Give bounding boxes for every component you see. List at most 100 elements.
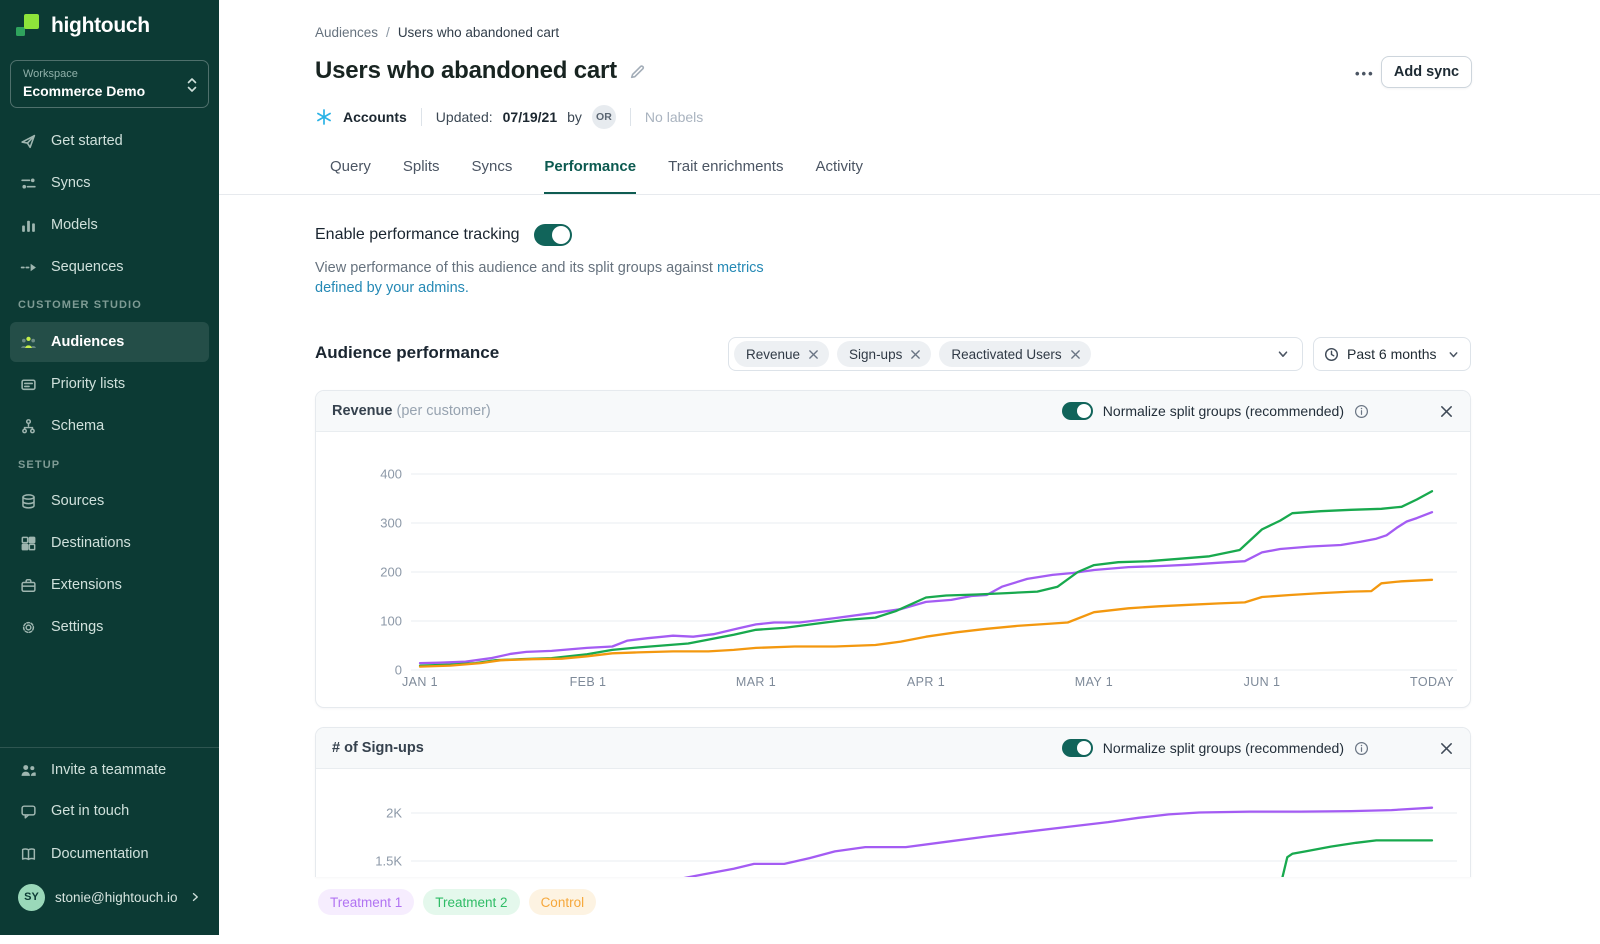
revenue-card-header: Revenue (per customer) Normalize split g… [316, 391, 1470, 432]
tab-syncs[interactable]: Syncs [471, 158, 513, 175]
info-icon[interactable] [1354, 404, 1369, 419]
normalize-toggle[interactable] [1061, 739, 1093, 757]
svg-text:400: 400 [380, 467, 402, 482]
sidebar-item-extensions[interactable]: Extensions [10, 567, 209, 603]
signups-line-chart[interactable]: 2K 1.5K [316, 769, 1470, 877]
sidebar-item-sources[interactable]: Sources [10, 483, 209, 519]
sidebar-item-label: Syncs [51, 175, 91, 191]
updown-caret-icon [187, 78, 197, 92]
svg-text:2K: 2K [386, 806, 402, 821]
metric-chip-reactivated-users[interactable]: Reactivated Users [939, 341, 1091, 367]
tab-trait-enrichments[interactable]: Trait enrichments [668, 158, 784, 175]
metric-multiselect[interactable]: Revenue Sign-ups Reactivated Users [728, 337, 1303, 371]
sidebar-item-destinations[interactable]: Destinations [10, 525, 209, 561]
svg-text:0: 0 [395, 663, 402, 678]
svg-text:MAY 1: MAY 1 [1075, 675, 1113, 689]
legend-pill-control[interactable]: Control [528, 889, 597, 915]
chevron-down-icon [1276, 347, 1290, 361]
rocket-icon [20, 133, 37, 150]
more-options-button[interactable]: ••• [1355, 66, 1375, 81]
breadcrumb-audiences[interactable]: Audiences [315, 25, 379, 40]
labels-placeholder[interactable]: No labels [644, 109, 704, 125]
sidebar-item-invite-teammate[interactable]: Invite a teammate [10, 752, 209, 788]
metric-chip-signups[interactable]: Sign-ups [837, 341, 932, 367]
svg-text:TODAY: TODAY [1410, 675, 1454, 689]
sidebar-item-label: Models [51, 217, 98, 233]
sidebar-item-documentation[interactable]: Documentation [10, 836, 209, 872]
clock-icon [1324, 347, 1339, 361]
sidebar-item-audiences[interactable]: Audiences [10, 322, 209, 362]
svg-text:100: 100 [380, 614, 402, 629]
book-icon [20, 846, 37, 863]
sidebar-item-label: Get started [51, 133, 123, 149]
legend-pill-treatment-1[interactable]: Treatment 1 [318, 889, 415, 915]
tab-splits[interactable]: Splits [402, 158, 440, 175]
sidebar-item-label: Settings [51, 619, 104, 635]
remove-chip-icon[interactable] [808, 349, 819, 360]
sidebar-item-label: Sources [51, 493, 105, 509]
main-content: Audiences / Users who abandoned cart Use… [219, 0, 1600, 944]
section-setup: SETUP [18, 459, 61, 471]
legend-pill-treatment-2[interactable]: Treatment 2 [423, 889, 520, 915]
breadcrumb-current: Users who abandoned cart [397, 25, 560, 40]
hightouch-logo-icon [16, 13, 42, 39]
sidebar-item-get-in-touch[interactable]: Get in touch [10, 793, 209, 829]
sidebar-item-settings[interactable]: Settings [10, 609, 209, 645]
time-range-value: Past 6 months [1347, 346, 1437, 362]
sidebar-item-label: Audiences [51, 334, 125, 350]
meta-row: Accounts Updated: 07/19/21 by OR No labe… [315, 105, 703, 129]
svg-text:200: 200 [380, 565, 402, 580]
workspace-value: Ecommerce Demo [23, 83, 146, 99]
metric-chip-revenue[interactable]: Revenue [734, 341, 830, 367]
chat-icon [20, 803, 37, 820]
edit-pencil-icon[interactable] [629, 63, 646, 80]
enable-tracking-label: Enable performance tracking [315, 226, 520, 243]
sidebar-item-label: Sequences [51, 259, 124, 275]
chart-title: # of Sign-ups [332, 740, 424, 756]
sidebar-item-priority-lists[interactable]: Priority lists [10, 366, 209, 402]
workspace-selector[interactable]: Workspace Ecommerce Demo [10, 60, 209, 108]
sidebar: hightouch Workspace Ecommerce Demo Get s… [0, 0, 219, 935]
arrow-sequence-icon [20, 259, 37, 276]
tab-bar: Query Splits Syncs Performance Trait enr… [219, 158, 1600, 195]
close-chart-icon[interactable] [1439, 741, 1454, 756]
add-sync-button[interactable]: Add sync [1381, 56, 1472, 88]
grid-squares-icon [20, 535, 37, 552]
normalize-label: Normalize split groups (recommended) [1102, 740, 1344, 756]
tab-performance[interactable]: Performance [544, 158, 637, 194]
time-range-select[interactable]: Past 6 months [1313, 337, 1471, 371]
revenue-line-chart[interactable]: 0 100 200 300 400 JAN 1 FEB 1 MAR 1 APR 1 MAY 1 JU… [316, 432, 1470, 707]
sidebar-item-get-started[interactable]: Get started [10, 123, 209, 159]
sidebar-item-syncs[interactable]: Syncs [10, 165, 209, 201]
account-menu[interactable]: SY stonie@hightouch.io [10, 877, 209, 917]
section-customer-studio: CUSTOMER STUDIO [18, 299, 142, 311]
sidebar-item-label: Invite a teammate [51, 762, 167, 778]
hightouch-logo[interactable]: hightouch [16, 13, 150, 39]
normalize-toggle[interactable] [1061, 402, 1093, 420]
source-type: Accounts [343, 109, 407, 125]
remove-chip-icon[interactable] [1070, 349, 1081, 360]
avatar: SY [18, 883, 45, 911]
page-title: Users who abandoned cart [315, 57, 617, 84]
updated-by-avatar[interactable]: OR [591, 105, 616, 129]
sidebar-item-sequences[interactable]: Sequences [10, 249, 209, 285]
enable-tracking-toggle[interactable] [533, 224, 572, 246]
sidebar-item-models[interactable]: Models [10, 207, 209, 243]
audience-performance-title: Audience performance [315, 343, 500, 362]
chevron-down-icon [1447, 348, 1460, 361]
remove-chip-icon[interactable] [910, 349, 921, 360]
briefcase-icon [20, 577, 37, 594]
tab-activity[interactable]: Activity [815, 158, 863, 175]
info-icon[interactable] [1354, 741, 1369, 756]
sidebar-divider [0, 747, 219, 748]
priority-list-icon [20, 376, 37, 393]
metrics-link[interactable]: metrics defined by your admins. [315, 260, 764, 296]
svg-text:1.5K: 1.5K [375, 854, 402, 869]
tab-query[interactable]: Query [330, 158, 371, 175]
sidebar-item-schema[interactable]: Schema [10, 408, 209, 444]
close-chart-icon[interactable] [1439, 404, 1454, 419]
sidebar-item-label: Destinations [51, 535, 131, 551]
svg-text:FEB 1: FEB 1 [570, 675, 607, 689]
sidebar-item-label: Get in touch [51, 803, 130, 819]
split-group-legend: Treatment 1 Treatment 2 Control [318, 889, 597, 915]
